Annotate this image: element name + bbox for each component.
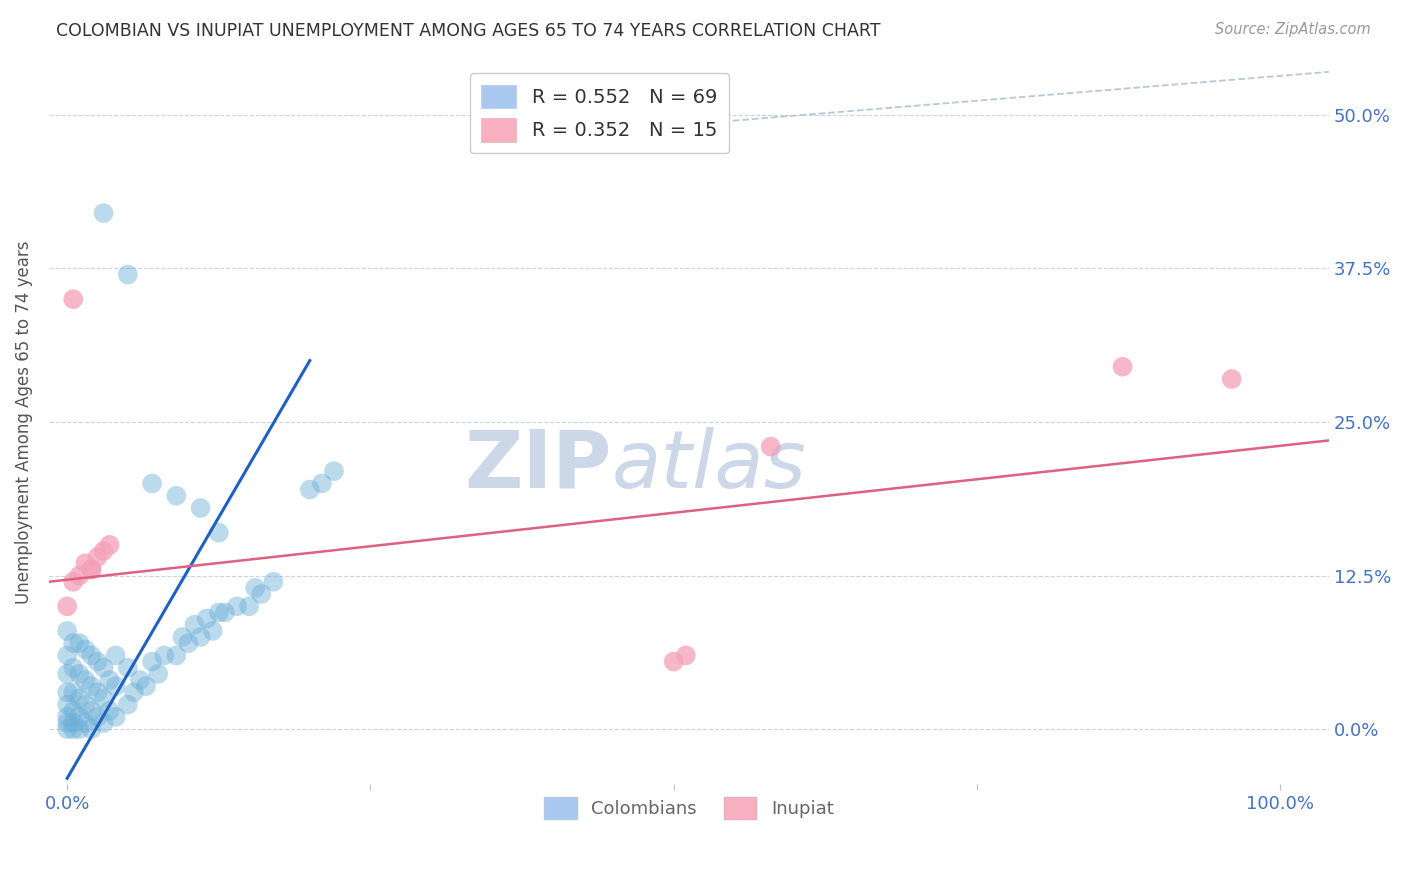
Point — [98, 704, 121, 718]
Point — [117, 698, 139, 712]
Point — [56, 698, 79, 712]
Point — [117, 661, 139, 675]
Point — [201, 624, 224, 638]
Point — [56, 710, 79, 724]
Point — [226, 599, 249, 614]
Point — [80, 648, 103, 663]
Point — [262, 574, 284, 589]
Point — [165, 489, 187, 503]
Point — [172, 630, 194, 644]
Point — [80, 562, 103, 576]
Point — [67, 691, 90, 706]
Point — [80, 704, 103, 718]
Point — [93, 544, 115, 558]
Point — [250, 587, 273, 601]
Point — [86, 655, 108, 669]
Point — [190, 501, 212, 516]
Point — [75, 556, 97, 570]
Point — [62, 636, 84, 650]
Point — [238, 599, 260, 614]
Text: ZIP: ZIP — [465, 426, 612, 505]
Point — [56, 716, 79, 731]
Point — [80, 722, 103, 736]
Point — [93, 206, 115, 220]
Point — [86, 685, 108, 699]
Point — [75, 673, 97, 687]
Point — [80, 679, 103, 693]
Point — [93, 691, 115, 706]
Point — [98, 673, 121, 687]
Point — [141, 476, 163, 491]
Text: Source: ZipAtlas.com: Source: ZipAtlas.com — [1215, 22, 1371, 37]
Point — [146, 666, 169, 681]
Point — [75, 642, 97, 657]
Point — [67, 722, 90, 736]
Point — [62, 716, 84, 731]
Point — [86, 710, 108, 724]
Point — [104, 648, 127, 663]
Point — [153, 648, 176, 663]
Point — [62, 661, 84, 675]
Point — [56, 685, 79, 699]
Point — [141, 655, 163, 669]
Text: COLOMBIAN VS INUPIAT UNEMPLOYMENT AMONG AGES 65 TO 74 YEARS CORRELATION CHART: COLOMBIAN VS INUPIAT UNEMPLOYMENT AMONG … — [56, 22, 880, 40]
Point — [62, 704, 84, 718]
Point — [323, 464, 346, 478]
Point — [245, 581, 267, 595]
Point — [62, 685, 84, 699]
Point — [122, 685, 145, 699]
Point — [75, 716, 97, 731]
Text: atlas: atlas — [612, 426, 807, 505]
Point — [75, 698, 97, 712]
Point — [56, 624, 79, 638]
Point — [67, 710, 90, 724]
Legend: Colombians, Inupiat: Colombians, Inupiat — [537, 789, 841, 826]
Point — [117, 268, 139, 282]
Point — [214, 606, 236, 620]
Point — [67, 636, 90, 650]
Point — [67, 666, 90, 681]
Point — [208, 606, 231, 620]
Point — [177, 636, 200, 650]
Point — [104, 710, 127, 724]
Point — [183, 617, 205, 632]
Point — [298, 483, 321, 497]
Point — [759, 440, 782, 454]
Point — [311, 476, 333, 491]
Point — [93, 716, 115, 731]
Point — [56, 722, 79, 736]
Point — [86, 550, 108, 565]
Point — [195, 611, 218, 625]
Y-axis label: Unemployment Among Ages 65 to 74 years: Unemployment Among Ages 65 to 74 years — [15, 240, 32, 604]
Point — [1111, 359, 1133, 374]
Point — [62, 574, 84, 589]
Point — [675, 648, 697, 663]
Point — [190, 630, 212, 644]
Point — [56, 666, 79, 681]
Point — [93, 661, 115, 675]
Point — [56, 599, 79, 614]
Point — [98, 538, 121, 552]
Point — [165, 648, 187, 663]
Point — [104, 679, 127, 693]
Point — [208, 525, 231, 540]
Point — [56, 648, 79, 663]
Point — [62, 722, 84, 736]
Point — [62, 292, 84, 306]
Point — [1220, 372, 1243, 386]
Point — [80, 562, 103, 576]
Point — [135, 679, 157, 693]
Point — [67, 568, 90, 582]
Point — [662, 655, 685, 669]
Point — [129, 673, 152, 687]
